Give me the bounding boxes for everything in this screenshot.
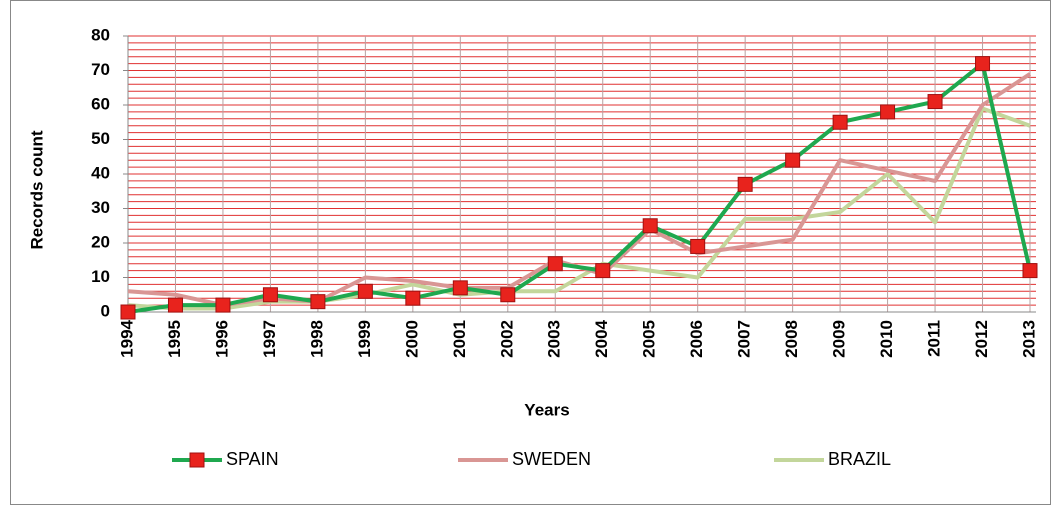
x-tick-label: 2000 xyxy=(402,320,421,358)
series-line xyxy=(127,61,1032,314)
marker xyxy=(975,56,991,72)
marker xyxy=(832,114,848,130)
legend-marker xyxy=(189,452,205,468)
marker xyxy=(737,176,753,192)
x-tick-label: 2003 xyxy=(545,320,564,358)
y-tick-label: 30 xyxy=(91,198,110,217)
x-tick-label: 2010 xyxy=(877,320,896,358)
marker xyxy=(120,304,136,320)
marker xyxy=(310,294,326,310)
y-tick-label: 50 xyxy=(91,129,110,148)
x-tick-label: 1998 xyxy=(307,320,326,358)
x-tick-label: 2007 xyxy=(735,320,754,358)
marker xyxy=(690,238,706,254)
x-tick-label: 2012 xyxy=(972,320,991,358)
x-tick-label: 2002 xyxy=(497,320,516,358)
x-tick-label: 1999 xyxy=(355,320,374,358)
y-tick-label: 20 xyxy=(91,232,110,251)
legend-label: SWEDEN xyxy=(512,449,591,469)
x-tick-label: 2008 xyxy=(782,320,801,358)
marker xyxy=(880,104,896,120)
marker xyxy=(642,218,658,234)
y-tick-label: 40 xyxy=(91,163,110,182)
marker xyxy=(927,94,943,110)
x-tick-label: 1996 xyxy=(212,320,231,358)
x-tick-label: 2006 xyxy=(687,320,706,358)
marker xyxy=(785,152,801,168)
marker xyxy=(215,297,231,313)
legend-label: SPAIN xyxy=(226,449,279,469)
x-tick-label: 1997 xyxy=(260,320,279,358)
x-tick-label: 2011 xyxy=(925,320,944,357)
marker xyxy=(547,256,563,272)
y-tick-label: 70 xyxy=(91,60,110,79)
marker xyxy=(357,283,373,299)
y-tick-label: 80 xyxy=(91,25,110,44)
y-tick-label: 60 xyxy=(91,94,110,113)
legend-label: BRAZIL xyxy=(828,449,891,469)
marker xyxy=(500,287,516,303)
y-tick-label: 0 xyxy=(101,301,110,320)
x-axis-label: Years xyxy=(524,400,569,419)
marker xyxy=(452,280,468,296)
marker xyxy=(405,290,421,306)
x-tick-label: 2004 xyxy=(592,319,611,357)
x-tick-label: 2013 xyxy=(1019,320,1038,358)
x-tick-label: 2009 xyxy=(830,320,849,358)
y-tick-label: 10 xyxy=(91,267,110,286)
series-line xyxy=(127,106,1031,311)
chart-border xyxy=(10,0,1051,505)
marker xyxy=(595,263,611,279)
y-axis-label: Records count xyxy=(27,130,46,249)
marker xyxy=(262,287,278,303)
x-tick-label: 1995 xyxy=(165,320,184,358)
marker xyxy=(1022,263,1038,279)
x-tick-label: 1994 xyxy=(117,319,136,357)
x-tick-label: 2005 xyxy=(640,320,659,358)
x-tick-label: 2001 xyxy=(450,320,469,358)
marker xyxy=(167,297,183,313)
